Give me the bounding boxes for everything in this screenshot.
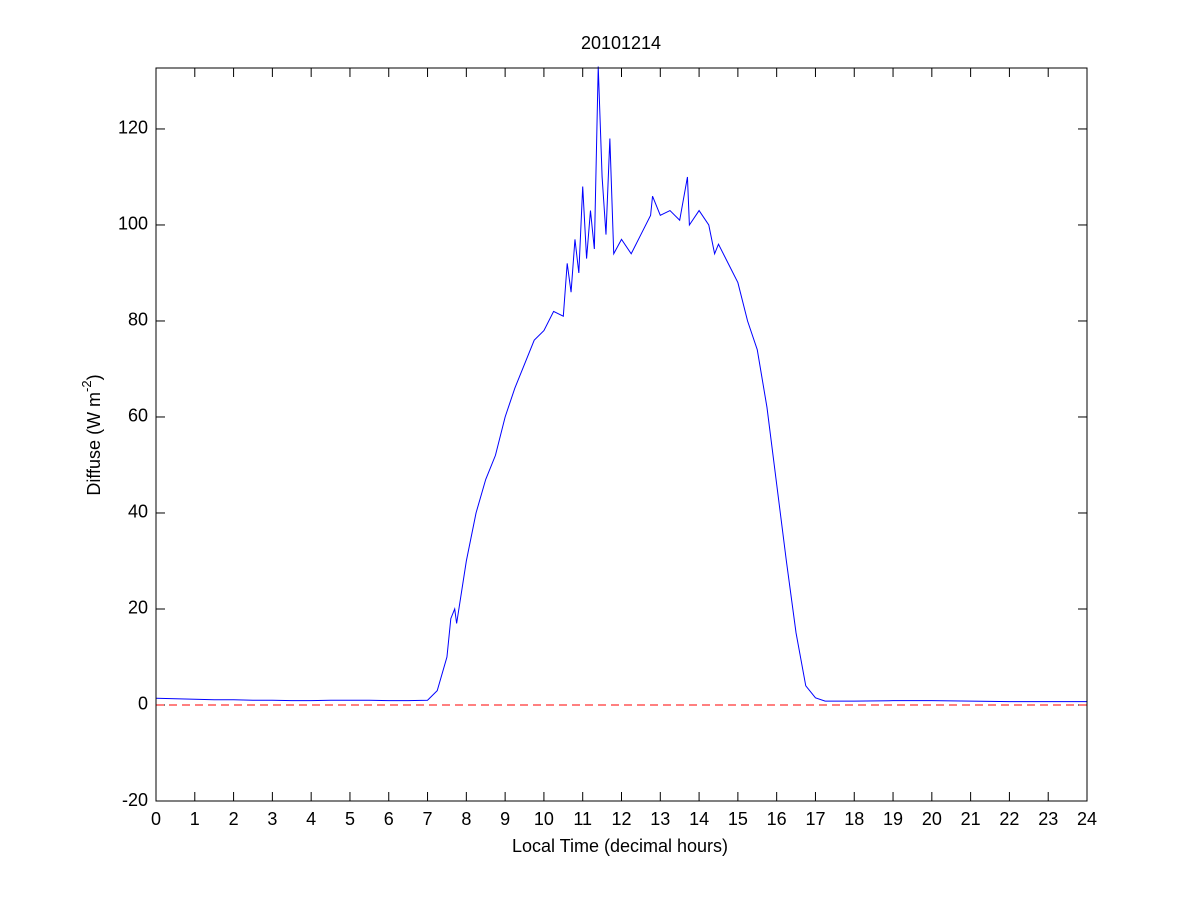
y-tick-label: -20 [122,790,148,810]
x-tick-label: 2 [229,809,239,829]
x-tick-label: 15 [728,809,748,829]
x-tick-label: 11 [573,809,592,829]
x-axis-label: Local Time (decimal hours) [512,836,728,856]
x-tick-label: 1 [190,809,200,829]
x-tick-label: 18 [844,809,864,829]
y-tick-label: 40 [128,502,148,522]
x-tick-label: 10 [534,809,554,829]
x-tick-label: 13 [650,809,670,829]
x-tick-label: 5 [345,809,355,829]
y-tick-label: 120 [118,118,148,138]
x-tick-label: 19 [883,809,903,829]
y-tick-label: 20 [128,598,148,618]
x-tick-label: 23 [1038,809,1058,829]
x-tick-label: 0 [151,809,161,829]
x-tick-label: 21 [961,809,981,829]
x-tick-label: 14 [689,809,709,829]
x-tick-label: 22 [999,809,1019,829]
y-tick-label: 100 [118,214,148,234]
y-tick-label: 80 [128,310,148,330]
x-tick-label: 4 [306,809,316,829]
chart-title: 20101214 [581,33,661,53]
x-tick-label: 24 [1077,809,1097,829]
y-tick-label: 60 [128,406,148,426]
x-tick-label: 3 [267,809,277,829]
x-tick-label: 17 [805,809,825,829]
x-tick-label: 8 [461,809,471,829]
x-tick-label: 7 [423,809,433,829]
x-tick-label: 20 [922,809,942,829]
plot-frame [155,67,1088,802]
x-tick-label: 16 [767,809,787,829]
y-axis-label: Diffuse (W m-2) [79,374,103,495]
y-tick-label: 0 [138,694,148,714]
x-tick-label: 12 [611,809,631,829]
x-tick-label: 9 [500,809,510,829]
x-tick-label: 6 [384,809,394,829]
data-line [155,66,1087,703]
